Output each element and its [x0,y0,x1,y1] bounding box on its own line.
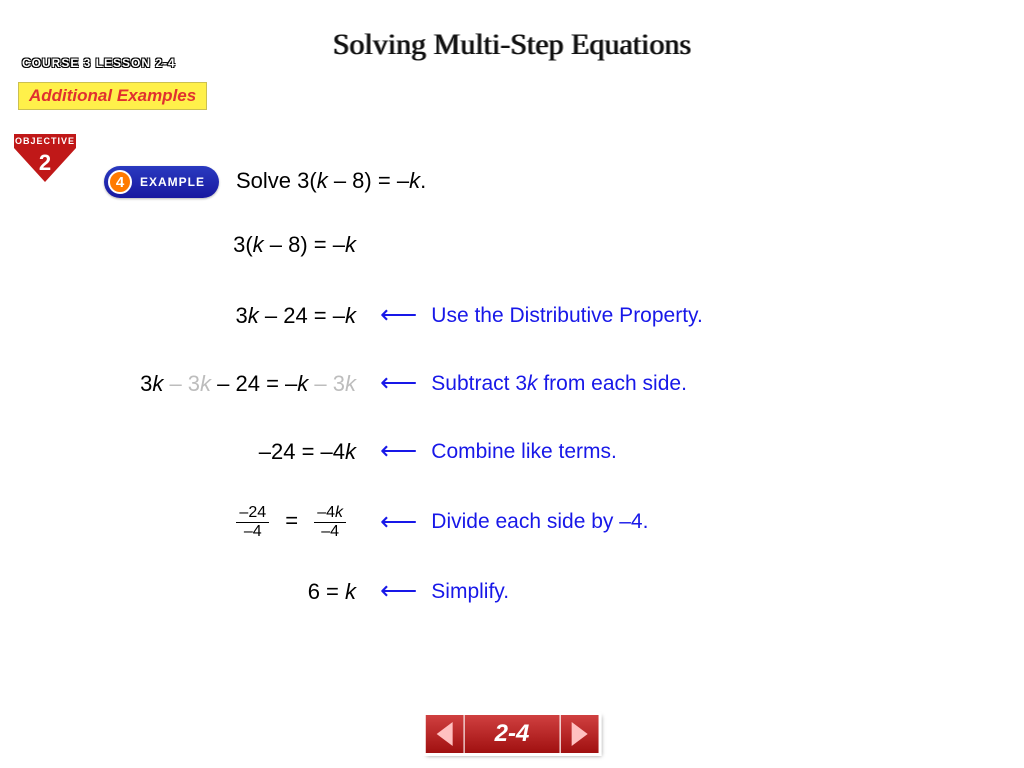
equation: 6 = k [100,579,380,605]
step-description: Subtract 3k from each side. [431,372,687,396]
objective-label: OBJECTIVE [14,134,76,148]
lesson-number-label: 2-4 [465,714,560,754]
footer-nav: 2-4 [425,714,600,754]
next-button[interactable] [559,714,599,754]
prev-button[interactable] [425,714,465,754]
equation: –24 = –4k [100,439,380,465]
chevron-left-icon [437,722,453,746]
equation: 3k – 3k – 24 = –k – 3k [100,371,380,397]
solution-step: –24 = –4k⟵ Combine like terms. [100,436,617,467]
step-description: Combine like terms. [431,440,617,464]
arrow-left-icon: ⟵ [380,367,417,398]
arrow-left-icon: ⟵ [380,299,417,330]
example-pill: 4 EXAMPLE [104,166,219,198]
objective-triangle: 2 [14,148,76,182]
problem-statement: Solve 3(k – 8) = –k. [236,168,426,194]
solution-step: –24–4 = –4k–4⟵ Divide each side by –4. [100,504,648,540]
arrow-left-icon: ⟵ [380,506,417,537]
problem-var1: k [317,168,328,193]
objective-badge: OBJECTIVE 2 [14,134,76,182]
problem-prefix: Solve 3( [236,168,317,193]
course-lesson-label: COURSE 3 LESSON 2-4 [22,56,176,70]
arrow-left-icon: ⟵ [380,435,417,466]
chevron-right-icon [571,722,587,746]
arrow-left-icon: ⟵ [380,575,417,606]
solution-step: 6 = k⟵ Simplify. [100,576,509,607]
step-description: Divide each side by –4. [431,510,648,534]
problem-var2: k [409,168,420,193]
equation: –24–4 = –4k–4 [100,504,380,540]
problem-suffix: . [420,168,426,193]
example-number-circle: 4 [108,170,132,194]
step-description: Use the Distributive Property. [431,304,703,328]
example-label: EXAMPLE [140,175,205,189]
solution-step: 3k – 3k – 24 = –k – 3k⟵ Subtract 3k from … [100,368,687,399]
additional-examples-banner: Additional Examples [18,82,207,110]
page-title: Solving Multi-Step Equations [333,28,691,62]
step-description: Simplify. [431,580,509,604]
equation: 3(k – 8) = –k [100,232,380,258]
solution-step: 3(k – 8) = –k [100,232,380,258]
problem-mid: – 8) = – [328,168,409,193]
objective-number: 2 [39,150,51,176]
solution-step: 3k – 24 = –k⟵ Use the Distributive Proper… [100,300,703,331]
equation: 3k – 24 = –k [100,303,380,329]
